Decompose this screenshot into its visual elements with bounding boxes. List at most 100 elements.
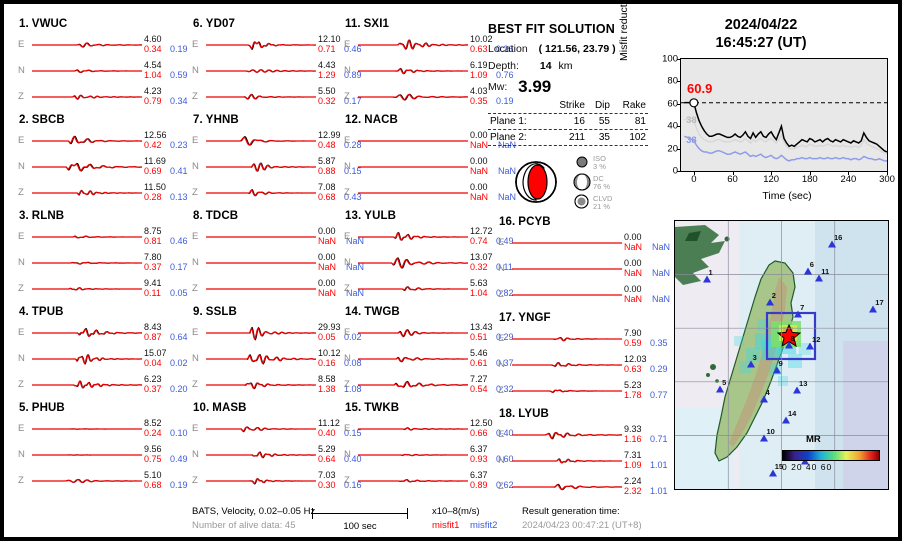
trace-misfit1: NaN: [318, 288, 337, 298]
map-station-number: 5: [722, 377, 727, 387]
waveform-plot: [358, 442, 468, 468]
map-station-marker[interactable]: [765, 298, 774, 306]
waveform-trace: N 0.00 NaN NaN: [192, 250, 364, 276]
component-label: E: [18, 231, 25, 242]
nodal-planes-table: Strike Dip Rake Plane 1: 16 55 81 Plane 2: 211 35…: [488, 99, 648, 147]
trace-misfit2: 1.08: [344, 384, 362, 394]
trace-amplitude: 0.00: [624, 284, 642, 294]
trace-misfit1: 0.63: [624, 364, 642, 374]
station-title: 12. NACB: [345, 114, 400, 126]
waveform-trace: Z 9.41 0.11 0.05: [18, 276, 188, 302]
waveform-plot: [32, 346, 142, 372]
station-column-1: 1. VWUC E 4.60 0.34 0.19 N 4.54 1.04 0.59 Z 4.23 0.7…: [18, 18, 188, 498]
station-column-2: 6. YD07 E 12.10 0.71 0.46 N 4.43 1.29 0.89 Z 5.50 0.…: [192, 18, 364, 498]
map-station-marker[interactable]: [803, 267, 812, 275]
map-station-marker[interactable]: [793, 386, 802, 394]
map-station-marker[interactable]: [760, 434, 769, 442]
station-code: TDCB: [205, 210, 239, 222]
component-label: Z: [344, 187, 350, 198]
trace-amplitude: 5.29: [318, 444, 336, 454]
trace-amplitude: 11.12: [318, 418, 340, 428]
map-station-marker[interactable]: [772, 366, 781, 374]
map-station-marker[interactable]: [869, 305, 878, 313]
station-block: 12. NACB E 0.00 NaN NaN N 0.00 NaN NaN Z 0.00 NaN NaN: [344, 114, 516, 206]
map-station-marker[interactable]: [784, 341, 793, 349]
trace-amplitude: 0.00: [624, 258, 642, 268]
component-label: E: [344, 327, 351, 338]
trace-misfit2: NaN: [652, 294, 671, 304]
map-station-marker[interactable]: [781, 416, 790, 424]
trace-amplitude: 6.23: [144, 374, 162, 384]
trace-amplitude: 7.27: [470, 374, 488, 384]
station-block: 16. PCYB E 0.00 NaN NaN N 0.00 NaN NaN Z 0.00 NaN NaN: [498, 216, 670, 308]
map-station-marker[interactable]: [759, 395, 768, 403]
dc-name: DC: [593, 174, 604, 183]
series-third: [683, 135, 887, 162]
component-label: Z: [498, 385, 504, 396]
component-label: N: [192, 449, 199, 460]
trace-misfit2: NaN: [652, 268, 671, 278]
station-title: 7. YHNB: [193, 114, 247, 126]
trace-misfit2: 0.59: [170, 70, 188, 80]
trace-misfit2: 0.46: [344, 44, 362, 54]
map-station-marker[interactable]: [768, 469, 777, 477]
trace-misfit1: 1.16: [624, 434, 642, 444]
trace-misfit1: 0.04: [144, 358, 162, 368]
station-code: PHUB: [31, 402, 65, 414]
component-label: Z: [18, 475, 24, 486]
station-title: 6. YD07: [193, 18, 247, 30]
trace-misfit1: 0.16: [318, 358, 336, 368]
station-code: TWGB: [364, 306, 400, 318]
trace-misfit2: 0.17: [170, 262, 188, 272]
station-number: 8.: [193, 210, 203, 222]
trace-misfit2: 0.17: [344, 96, 362, 106]
component-label: E: [192, 423, 199, 434]
chart-x-tickmark: [848, 171, 850, 175]
station-code: TPUB: [31, 306, 64, 318]
waveform-trace: N 6.37 0.93 0.60: [344, 442, 514, 468]
depth-unit: km: [558, 60, 573, 72]
trace-misfit1: 0.75: [144, 454, 162, 464]
map-station-number: 7: [800, 303, 805, 313]
trace-misfit2: 0.02: [170, 358, 188, 368]
waveform-trace: E 0.00 NaN NaN: [192, 224, 364, 250]
depth-row: Depth: 14 km: [488, 60, 648, 72]
waveform-trace: N 5.29 0.64 0.40: [192, 442, 362, 468]
component-label: N: [344, 353, 351, 364]
map-station-marker[interactable]: [716, 385, 725, 392]
map-canvas[interactable]: 12345678910111213141516171826˚25˚24˚23˚2…: [674, 220, 889, 490]
trace-misfit1: 0.81: [144, 236, 162, 246]
map-station-marker[interactable]: [794, 310, 803, 318]
component-label: E: [192, 135, 199, 146]
trace-misfit2: NaN: [346, 236, 365, 246]
waveform-trace: Z 0.00 NaN NaN: [192, 276, 364, 302]
waveform-plot: [512, 256, 622, 282]
component-label: E: [192, 327, 199, 338]
station-block: 13. YULB E 12.72 0.74 0.49 N 13.07 0.32 0.11 Z 5.63…: [344, 210, 514, 302]
component-label: Z: [192, 91, 198, 102]
station-code: MASB: [212, 402, 247, 414]
chart-x-tickmark: [809, 171, 811, 175]
map-station-marker[interactable]: [815, 274, 824, 282]
station-title: 2. SBCB: [19, 114, 67, 126]
waveform-plot: [206, 224, 316, 250]
map-station-marker[interactable]: [806, 342, 815, 350]
component-label: E: [18, 423, 25, 434]
map-station-marker[interactable]: [827, 240, 836, 248]
station-code: SSLB: [205, 306, 237, 318]
trace-misfit2: 0.37: [496, 358, 514, 368]
colorbar-ticks: 0 20 40 60: [782, 462, 833, 472]
waveform-trace: Z 5.10 0.68 0.19: [18, 468, 188, 494]
waveform-trace: Z 2.24 2.32 1.01: [498, 474, 668, 500]
depth-value: 14: [539, 60, 552, 72]
map-station-marker[interactable]: [702, 275, 711, 283]
trace-misfit1: NaN: [624, 242, 643, 252]
trace-misfit1: 1.38: [318, 384, 336, 394]
chart-y-axis-label: Misfit reduction (%): [618, 0, 630, 61]
component-label: Z: [498, 289, 504, 300]
trace-misfit1: 0.64: [318, 454, 336, 464]
waveform-plot: [206, 320, 316, 346]
trace-amplitude: 0.00: [470, 156, 488, 166]
map-station-marker[interactable]: [746, 360, 755, 368]
peak-marker-icon: [689, 98, 699, 108]
